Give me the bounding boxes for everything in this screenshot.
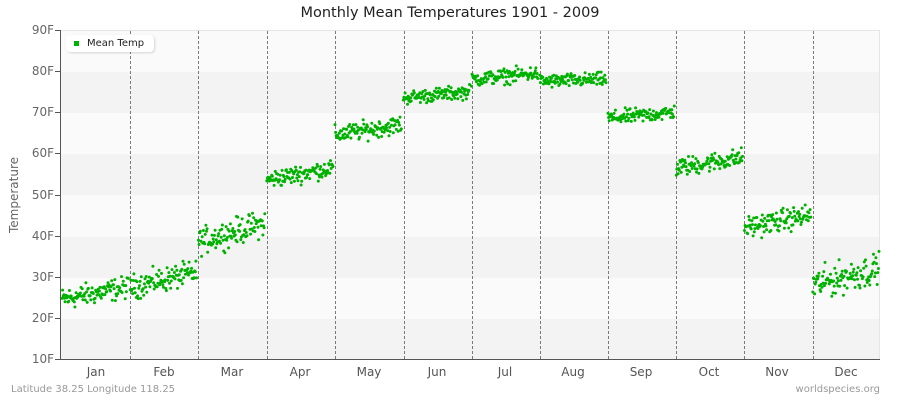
grid-band (61, 237, 879, 278)
y-axis-title: Temperature (7, 156, 21, 234)
grid-band (61, 154, 879, 195)
month-separator (608, 31, 609, 359)
y-tick-label: 10F (31, 352, 54, 366)
y-tick-mark (55, 318, 60, 319)
x-axis-line (60, 359, 880, 360)
x-tick-label: May (356, 365, 382, 379)
month-separator (744, 31, 745, 359)
y-tick-label: 40F (31, 229, 54, 243)
chart-title: Monthly Mean Temperatures 1901 - 2009 (300, 5, 600, 21)
y-tick-mark (55, 236, 60, 237)
y-tick-label: 20F (31, 311, 54, 325)
x-tick-label: Apr (289, 365, 311, 379)
x-tick-label: Sep (629, 365, 653, 379)
x-tick-label: Oct (698, 365, 720, 379)
legend-label: Mean Temp (87, 38, 145, 49)
x-tick-label: Nov (765, 365, 789, 379)
month-separator (267, 31, 268, 359)
x-tick-label: Feb (153, 365, 175, 379)
legend-swatch-icon (74, 41, 79, 46)
x-tick-label: Mar (220, 365, 244, 379)
y-tick-mark (55, 112, 60, 113)
y-tick-label: 80F (31, 64, 54, 78)
x-tick-label: Jul (497, 365, 513, 379)
month-separator (676, 31, 677, 359)
y-tick-mark (55, 195, 60, 196)
x-tick-label: Jun (427, 365, 447, 379)
month-separator (335, 31, 336, 359)
y-tick-mark (55, 359, 60, 360)
y-tick-label: 60F (31, 146, 54, 160)
x-tick-label: Dec (834, 365, 858, 379)
month-separator (472, 31, 473, 359)
month-separator (404, 31, 405, 359)
y-tick-label: 30F (31, 270, 54, 284)
legend: Mean Temp (66, 35, 155, 52)
location-caption: Latitude 38.25 Longitude 118.25 (11, 384, 176, 395)
month-separator (813, 31, 814, 359)
y-tick-label: 70F (31, 105, 54, 119)
month-separator (540, 31, 541, 359)
x-tick-label: Aug (561, 365, 585, 379)
month-separator (130, 31, 131, 359)
y-tick-label: 50F (31, 188, 54, 202)
plot-area (61, 30, 880, 360)
x-tick-label: Jan (86, 365, 106, 379)
y-tick-mark (55, 71, 60, 72)
y-tick-mark (55, 153, 60, 154)
source-credit: worldspecies.org (795, 384, 880, 395)
grid-band (61, 319, 879, 360)
y-axis-line (60, 30, 61, 360)
y-tick-label: 90F (31, 23, 54, 37)
y-tick-mark (55, 277, 60, 278)
month-separator (198, 31, 199, 359)
y-tick-mark (55, 30, 60, 31)
grid-band (61, 72, 879, 113)
